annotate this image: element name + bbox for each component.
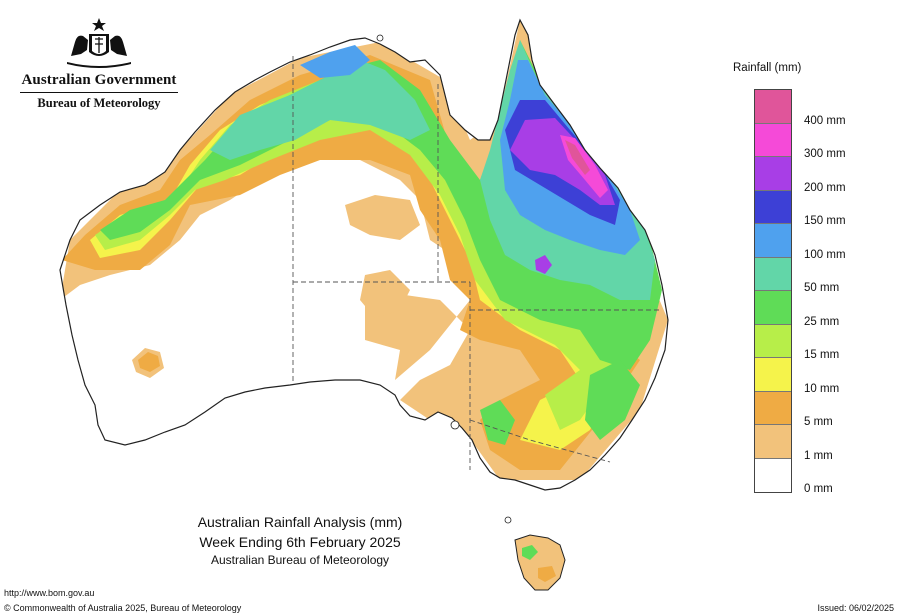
footer-issued: Issued: 06/02/2025 (817, 603, 894, 613)
legend-label: 10 mm (804, 382, 840, 395)
government-name: Australian Government (21, 72, 177, 88)
island (504, 516, 512, 524)
footer-url: http://www.bom.gov.au (4, 588, 95, 598)
zone-50mm (210, 60, 430, 160)
zone-25mm-sa (480, 400, 515, 445)
legend-color-bar (754, 89, 792, 493)
tasmania (514, 534, 566, 591)
map-title: Australian Rainfall Analysis (mm) (197, 514, 403, 530)
legend-swatch (755, 425, 791, 459)
legend-swatch (755, 391, 791, 425)
island (450, 420, 460, 430)
legend-label: 50 mm (804, 282, 840, 294)
tasmania-land (514, 534, 566, 591)
government-logo: Australian Government Bureau of Meteorol… (14, 14, 184, 111)
tasmania-green (522, 545, 538, 560)
legend-swatch (755, 257, 791, 291)
australia-mainland (59, 18, 669, 491)
agency-name: Bureau of Meteorology (37, 96, 161, 110)
legend-label: 25 mm (804, 315, 840, 328)
zone-25mm-se (585, 360, 640, 440)
footer-copyright: © Commonwealth of Australia 2025, Bureau… (4, 603, 242, 613)
legend-swatch (755, 224, 791, 258)
legend-label: 100 mm (804, 248, 846, 261)
legend-swatch (755, 123, 791, 157)
legend-title: Rainfall (mm) (733, 62, 802, 74)
map-agency: Australian Bureau of Meteorology (210, 553, 390, 567)
map-caption: Australian Rainfall Analysis (mm) Week E… (160, 512, 440, 568)
legend-label: 5 mm (804, 416, 833, 428)
state-borders (292, 56, 660, 470)
legend-swatch (755, 324, 791, 358)
legend-label: 15 mm (804, 349, 840, 361)
legend-swatch (755, 291, 791, 325)
map-subtitle: Week Ending 6th February 2025 (199, 534, 401, 550)
mainland-outline (59, 18, 669, 491)
zone-5mm-west (138, 352, 160, 372)
legend-label: 400 mm (804, 114, 846, 127)
island (376, 34, 384, 42)
zone-1mm-centre (345, 195, 420, 240)
legend-swatch (755, 458, 791, 492)
legend-label: 300 mm (804, 148, 846, 160)
rainfall-zones (60, 20, 668, 480)
islands (376, 34, 512, 524)
logo-divider (20, 92, 178, 93)
zone-100mm (300, 45, 370, 78)
tasmania-orange (538, 566, 556, 582)
legend-swatch (755, 358, 791, 392)
legend-label: 0 mm (804, 483, 833, 495)
zone-400mm (565, 140, 590, 175)
legend-swatch (755, 190, 791, 224)
legend-label: 1 mm (804, 449, 833, 462)
coat-of-arms-icon (67, 18, 131, 68)
legend-swatch (755, 157, 791, 191)
legend-label: 200 mm (804, 181, 846, 194)
legend-label: 150 mm (804, 215, 846, 227)
legend-swatch (755, 90, 791, 124)
zone-200mm-inland (535, 255, 552, 274)
